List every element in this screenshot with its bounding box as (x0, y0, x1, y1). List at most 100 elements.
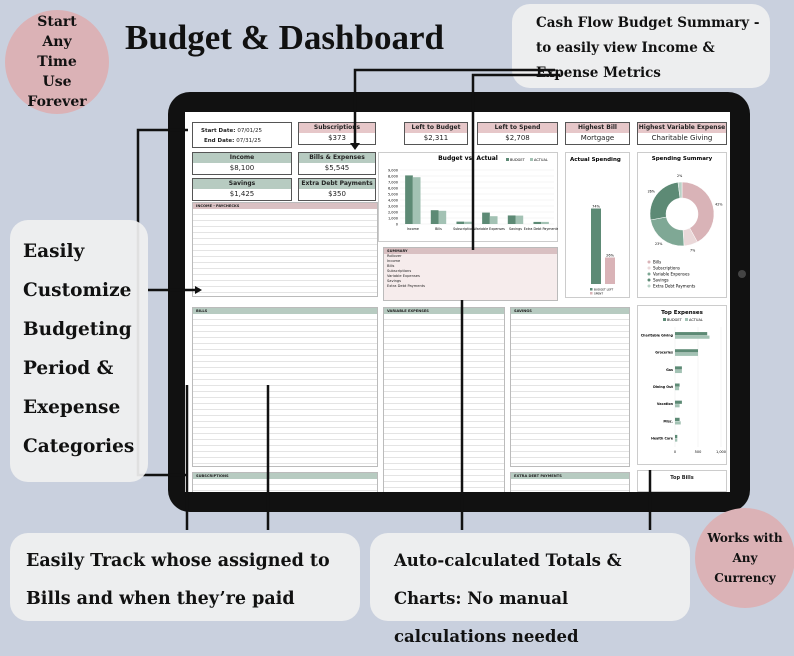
legend-swatch (647, 278, 651, 282)
y-tick-label: Vacation (657, 402, 674, 406)
chart-title: Budget vs. Actual (438, 155, 498, 162)
bar (675, 332, 708, 336)
table-header: SAVINGS (511, 308, 629, 314)
bar (515, 215, 524, 224)
legend-swatch (530, 158, 533, 161)
subscriptions-table: SUBSCRIPTIONS (192, 472, 378, 492)
card-value: $2,708 (477, 133, 558, 145)
x-tick-label: Variable Expenses (475, 227, 505, 231)
summary-table: SUMMARY Rollover Income Bills Subscriptions V… (383, 247, 558, 301)
bar (675, 404, 680, 408)
callout: Auto-calculated Totals & Charts: No manu… (370, 533, 690, 646)
legend-swatch (506, 158, 509, 161)
table-header: BILLS (193, 308, 377, 314)
bar (456, 221, 465, 224)
card-value: $8,100 (192, 163, 292, 175)
y-tick-label: 0 (396, 222, 398, 226)
summary-row: Subscriptions (387, 269, 412, 273)
summary-row: Bills (387, 264, 395, 268)
summary-row: Extra Debt Payments (387, 284, 426, 288)
y-tick-label: 9,000 (388, 168, 398, 172)
bar (507, 215, 516, 224)
chart-title: Spending Summary (652, 156, 713, 162)
chart: Actual Spending 74% BUDGET LEFT 26% SPENT (565, 152, 630, 298)
date: 07/01/25 (237, 128, 263, 134)
table-header: VARIABLE EXPENSES (384, 308, 504, 314)
data-label: 2% (677, 174, 682, 178)
bar (675, 400, 682, 404)
bar (489, 216, 498, 224)
card-value: $373 (298, 133, 376, 145)
y-tick-label: 2,000 (388, 210, 398, 214)
y-tick-label: Misc. (663, 419, 673, 423)
x-tick-label: Savings (509, 227, 522, 231)
data-label: 23% (655, 242, 662, 246)
data-label: 42% (715, 203, 722, 207)
table-header: SUMMARY (384, 248, 557, 254)
savings-table: SAVINGS (510, 307, 630, 467)
extra-debt-table: EXTRA DEBT PAYMENTS (510, 472, 630, 492)
legend-swatch (647, 272, 651, 276)
legend-label: BUDGET (510, 158, 526, 162)
summary-row: Variable Expenses (387, 274, 420, 278)
legend-label: ACTUAL (689, 318, 703, 322)
badge: Start Any Time Use Forever (5, 10, 109, 114)
y-tick-label: 8,000 (388, 174, 398, 178)
bar (430, 210, 439, 224)
y-tick-label: 6,000 (388, 186, 398, 190)
legend-label: Bills (653, 260, 661, 265)
legend-label: BUDGET LEFT (594, 288, 614, 292)
bar (405, 175, 413, 224)
x-tick-label: 0 (674, 450, 676, 454)
y-tick-label: Charitable Giving (641, 334, 674, 338)
table-header: SUBSCRIPTIONS (193, 473, 377, 479)
y-tick-label: Groceries (655, 351, 673, 355)
page-title: Budget & Dashboard (125, 18, 444, 57)
frame (565, 152, 630, 298)
bar (675, 421, 681, 425)
table-header: EXTRA DEBT PAYMENTS (511, 473, 629, 479)
slice (677, 181, 683, 199)
bar (675, 352, 698, 356)
y-tick-label: Dining Out (653, 385, 673, 389)
card-value: $2,311 (404, 133, 468, 145)
legend-label: Savings (653, 278, 669, 283)
bar (675, 369, 682, 374)
y-tick-label: 5,000 (388, 192, 398, 196)
y-tick-label: Health Care (651, 436, 674, 440)
chart: Top Expenses BUDGET ACTUAL 0 500 1,000 Charita… (637, 305, 727, 465)
bar (675, 383, 680, 387)
y-tick-label: Gas (666, 368, 673, 372)
chart: Spending Summary 42% Bills 7% Subscriptions 2… (637, 152, 727, 298)
x-tick-label: Extra Debt Payments (524, 227, 558, 231)
summary-row: Rollover (387, 254, 402, 258)
table-header: INCOME - PAYCHECKS (193, 203, 377, 209)
x-tick-label: Bills (435, 227, 442, 231)
card-value: $350 (298, 189, 376, 201)
spreadsheet: Start Date: 07/01/25 End Date: 07/31/25 … (185, 112, 730, 492)
legend-label: Extra Debt Payments (653, 284, 695, 289)
summary-row: Income (387, 259, 401, 263)
income-table: INCOME - PAYCHECKS (192, 202, 378, 297)
x-tick-label: Subscriptions (453, 227, 475, 231)
x-tick-label: Income (407, 227, 419, 231)
bar (675, 335, 710, 339)
slice (649, 181, 681, 221)
bar (675, 438, 678, 442)
legend-swatch (647, 284, 651, 288)
chart-title: Top Bills (637, 470, 727, 492)
chart-title: Top Expenses (661, 310, 704, 316)
y-tick-label: 4,000 (388, 198, 398, 202)
legend-swatch (590, 292, 593, 295)
data-label: 26% (648, 190, 655, 194)
card-value: $5,545 (298, 163, 376, 175)
legend-label: Subscriptions (653, 266, 680, 271)
frame (637, 152, 727, 298)
legend-swatch (647, 260, 651, 264)
frame (637, 305, 727, 465)
label: Start Date: (201, 128, 236, 134)
bar (533, 221, 542, 224)
data-label: 7% (690, 248, 695, 252)
bar (675, 434, 678, 439)
bar (675, 349, 698, 353)
